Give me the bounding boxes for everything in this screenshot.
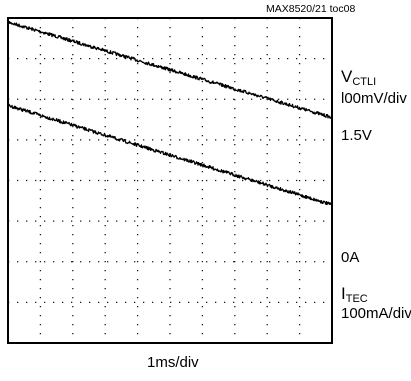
grid [8,18,332,343]
channel2-level-marker: 0A [341,249,360,266]
traces [7,20,333,206]
channel1-level-marker: 1.5V [341,127,372,144]
trace-itec [7,103,333,206]
figure-id: MAX8520/21 toc08 [266,3,356,15]
channel1-name-main: V [341,67,353,86]
channel1-name: VCTLI [341,67,376,88]
channel1-scale: l00mV/div [341,90,407,107]
channel2-scale: 100mA/div [341,305,411,322]
channel2-name-sub: TEC [345,293,368,305]
timebase-label: 1ms/div [147,354,199,371]
trace-vctli [7,20,333,119]
channel2-name: ITEC [341,284,368,305]
channel2-name-main: I [341,284,346,303]
channel1-name-sub: CTLI [352,76,377,88]
